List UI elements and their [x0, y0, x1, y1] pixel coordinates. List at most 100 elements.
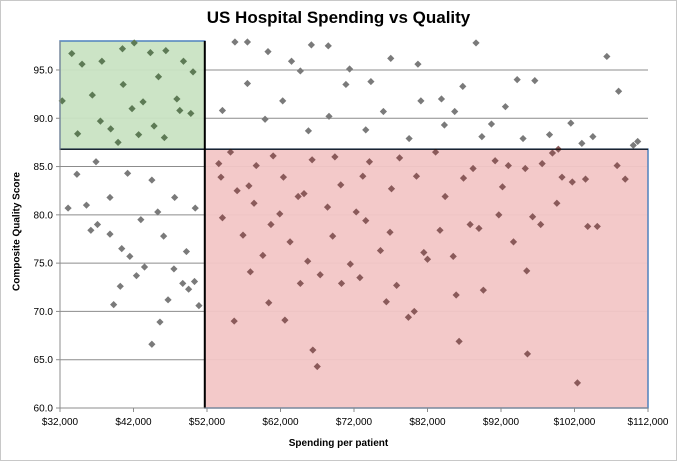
- data-point-177: [548, 149, 557, 157]
- x-axis-label: Spending per patient: [288, 438, 389, 449]
- data-point-13: [156, 318, 164, 326]
- x-tick-label-1: $42,000: [115, 417, 152, 428]
- data-point-66: [459, 82, 467, 90]
- data-point-40: [176, 106, 184, 115]
- data-point-126: [265, 299, 273, 307]
- data-point-52: [182, 247, 191, 256]
- x-tick-label-4: $72,000: [336, 417, 373, 428]
- data-point-104: [346, 260, 354, 268]
- data-point-162: [538, 160, 546, 168]
- y-tick-label-3: 75.0: [34, 259, 54, 270]
- data-point-7: [110, 301, 118, 309]
- data-point-115: [509, 238, 518, 246]
- data-point-24: [130, 39, 138, 47]
- data-point-144: [365, 158, 374, 166]
- data-point-160: [475, 224, 483, 232]
- x-tick-label-0: $32,000: [42, 417, 79, 428]
- data-point-47: [171, 193, 179, 202]
- data-point-125: [246, 268, 254, 276]
- data-point-157: [386, 228, 394, 236]
- data-point-164: [584, 222, 592, 231]
- data-point-57: [264, 48, 272, 56]
- data-point-116: [523, 267, 531, 275]
- data-point-120: [581, 175, 590, 183]
- data-point-31: [128, 105, 136, 113]
- data-point-111: [452, 291, 460, 299]
- data-point-22: [98, 57, 106, 65]
- data-point-136: [523, 350, 532, 358]
- data-point-108: [404, 313, 412, 321]
- x-tick-label-3: $62,000: [262, 417, 299, 428]
- y-tick-label-4: 80.0: [34, 210, 54, 221]
- x-tick-label-7: $102,000: [554, 417, 596, 428]
- data-point-174: [459, 174, 468, 182]
- data-point-81: [478, 133, 486, 141]
- data-point-124: [230, 317, 238, 325]
- data-point-103: [329, 232, 337, 240]
- data-point-4: [87, 226, 95, 234]
- data-point-35: [74, 130, 82, 138]
- data-point-130: [296, 279, 304, 288]
- x-axis-ticks: $32,000 $42,000 $52,000 $62,000 $72,000 $82,0…: [42, 408, 669, 428]
- data-point-44: [92, 158, 100, 166]
- region-0: [59, 40, 206, 150]
- chart-title: US Hospital Spending vs Quality: [206, 8, 471, 27]
- data-point-80: [440, 121, 449, 129]
- data-point-21: [78, 60, 86, 68]
- data-point-5: [93, 220, 102, 229]
- data-point-98: [250, 199, 258, 207]
- data-point-92: [218, 106, 227, 115]
- data-point-17: [185, 285, 193, 293]
- data-point-122: [621, 175, 629, 183]
- data-point-6: [106, 230, 114, 238]
- data-points: [58, 38, 642, 387]
- data-point-8: [116, 282, 124, 290]
- data-point-148: [252, 161, 260, 170]
- data-point-109: [420, 248, 428, 257]
- y-tick-label-6: 90.0: [34, 114, 54, 125]
- data-point-134: [410, 307, 418, 316]
- data-point-133: [382, 298, 390, 306]
- data-point-32: [150, 122, 158, 130]
- data-point-23: [118, 45, 127, 53]
- data-point-135: [455, 337, 463, 345]
- data-point-163: [558, 173, 566, 181]
- data-point-46: [148, 176, 156, 184]
- data-point-55: [231, 38, 239, 46]
- x-tick-label-2: $52,000: [189, 417, 226, 428]
- data-point-113: [479, 286, 487, 294]
- data-point-155: [323, 203, 332, 211]
- y-axis-ticks: 60.0 65.0 70.0 75.0 80.0 85.0 90.0 95.0: [34, 65, 60, 415]
- data-point-15: [170, 265, 178, 273]
- data-point-36: [96, 117, 105, 125]
- y-tick-label-2: 70.0: [34, 307, 54, 318]
- x-tick-label-6: $92,000: [483, 417, 520, 428]
- data-point-58: [287, 57, 296, 65]
- data-point-151: [239, 231, 247, 239]
- y-tick-label-7: 95.0: [34, 65, 54, 76]
- y-tick-label-5: 85.0: [34, 162, 54, 173]
- data-point-161: [504, 161, 512, 170]
- data-point-34: [187, 109, 195, 118]
- data-point-84: [501, 103, 510, 111]
- data-point-19: [195, 302, 203, 310]
- data-point-41: [114, 138, 122, 147]
- data-point-159: [449, 252, 457, 260]
- data-point-117: [537, 220, 545, 229]
- data-point-85: [451, 107, 459, 116]
- data-point-87: [379, 107, 387, 116]
- data-point-18: [190, 277, 199, 286]
- data-point-79: [405, 134, 413, 143]
- data-point-27: [179, 57, 188, 65]
- data-point-143: [387, 185, 396, 193]
- data-point-45: [124, 169, 132, 177]
- data-point-88: [342, 80, 350, 89]
- y-tick-label-1: 65.0: [34, 355, 54, 366]
- y-tick-label-0: 60.0: [34, 404, 54, 415]
- data-point-167: [245, 182, 253, 190]
- data-point-95: [589, 133, 597, 141]
- data-point-38: [139, 98, 147, 106]
- data-point-107: [393, 281, 401, 289]
- data-point-89: [296, 67, 304, 75]
